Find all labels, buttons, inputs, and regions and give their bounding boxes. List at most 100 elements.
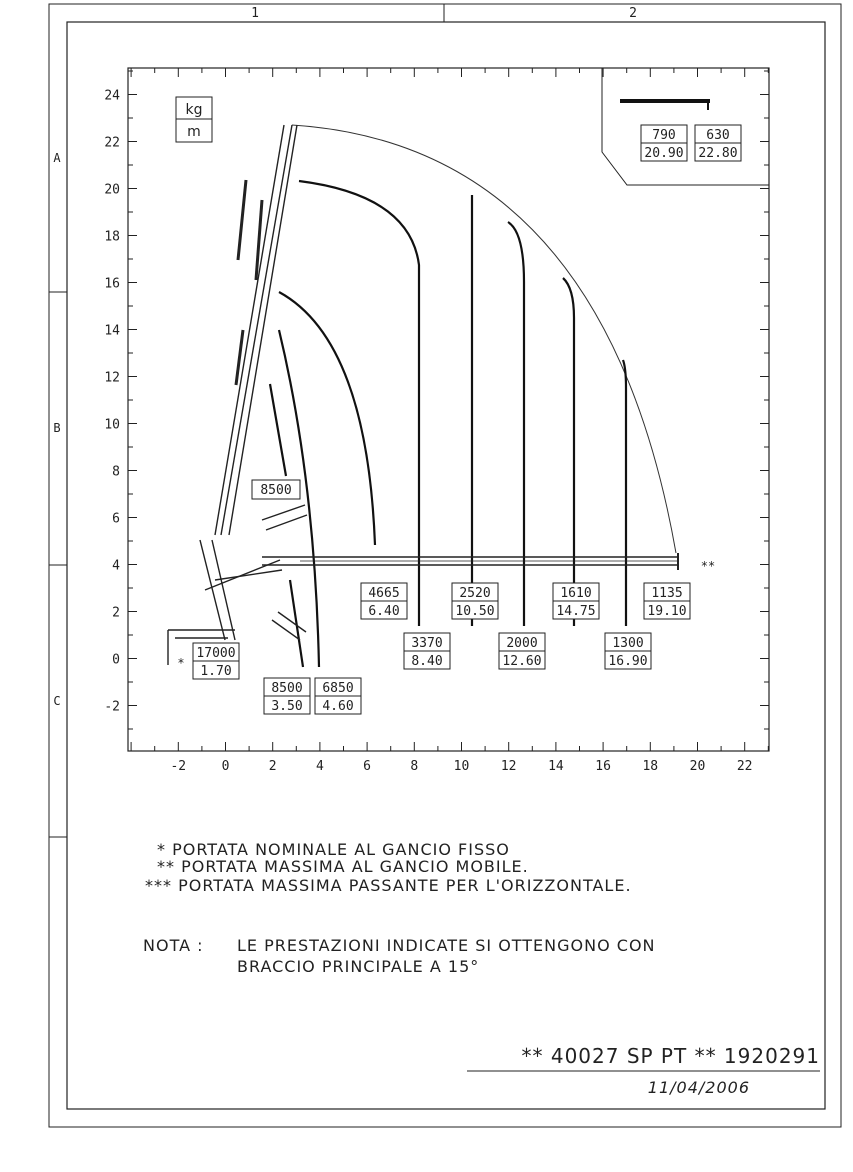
y-tick-label: 16 <box>104 277 120 292</box>
units-box: kg m <box>175 96 213 143</box>
load-labels: 17000 1.70 8500 3.50 6850 4.60 4665 6.40 3370 8.4… <box>192 124 742 715</box>
load-curve <box>268 383 288 477</box>
label-load: 1610 <box>560 586 591 601</box>
x-tick-label: 14 <box>548 759 564 774</box>
y-tick-label: 0 <box>112 653 120 668</box>
x-tick-label: 10 <box>454 759 470 774</box>
y-tick-label: 12 <box>104 371 120 386</box>
label-reach: 20.90 <box>644 146 683 161</box>
y-tick-label: -2 <box>104 700 120 715</box>
crane-member <box>220 124 293 536</box>
crane-member <box>214 569 283 581</box>
y-tick-label: 24 <box>104 89 120 104</box>
crane-member <box>234 329 245 386</box>
plot-area <box>127 67 770 752</box>
column-label-2: 2 <box>629 6 637 21</box>
label-reach: 3.50 <box>271 699 302 714</box>
x-tick-label: 18 <box>642 759 658 774</box>
crane-member <box>277 611 307 633</box>
mobile-hook-marker: ** <box>701 559 715 573</box>
label-load: 2520 <box>459 586 490 601</box>
label-reach: 19.10 <box>647 604 686 619</box>
load-curve <box>277 329 321 668</box>
label-reach: 8.40 <box>411 654 442 669</box>
label-load: 3370 <box>411 636 442 651</box>
y-tick-label: 14 <box>104 324 120 339</box>
drawing-date: 11/04/2006 <box>648 1078 750 1097</box>
legend-line-3: *** PORTATA MASSIMA PASSANTE PER L'ORIZZ… <box>145 876 632 895</box>
x-tick-label: 2 <box>269 759 277 774</box>
label-reach: 1.70 <box>200 664 231 679</box>
label-reach: 10.50 <box>455 604 494 619</box>
horizontal-boom <box>262 553 679 570</box>
units-m: m <box>187 124 201 140</box>
drawing-code: ** 40027 SP PT ** 1920291 <box>521 1044 820 1068</box>
load-curve <box>278 291 377 546</box>
boom-tip-load: 8500 <box>260 483 291 498</box>
units-kg: kg <box>186 102 203 118</box>
label-load: 1300 <box>612 636 643 651</box>
crane-member <box>236 179 248 261</box>
inset-label-box: 630 22.80 <box>694 124 742 162</box>
load-label-box: 1300 16.90 <box>604 632 652 670</box>
legend-line-1: * PORTATA NOMINALE AL GANCIO FISSO <box>157 840 510 859</box>
label-reach: 4.60 <box>322 699 353 714</box>
label-reach: 22.80 <box>698 146 737 161</box>
column-label-1: 1 <box>251 6 259 21</box>
label-load: 1135 <box>651 586 682 601</box>
load-label-box: 1135 19.10 <box>643 582 691 620</box>
y-tick-label: 20 <box>104 183 120 198</box>
crane-member <box>211 539 236 641</box>
x-tick-label: 16 <box>595 759 611 774</box>
label-load: 6850 <box>322 681 353 696</box>
x-axis-tick-labels: -2 0 2 4 6 8 10 12 14 16 18 20 22 <box>170 759 752 774</box>
label-reach: 16.90 <box>608 654 647 669</box>
label-reach: 6.40 <box>368 604 399 619</box>
x-tick-label: 20 <box>690 759 706 774</box>
note-line-1: LE PRESTAZIONI INDICATE SI OTTENGONO CON <box>237 936 656 955</box>
label-reach: 14.75 <box>556 604 595 619</box>
note-line-2: BRACCIO PRINCIPALE A 15° <box>237 957 479 976</box>
fixed-hook-marker: * <box>177 656 184 670</box>
y-tick-label: 22 <box>104 136 120 151</box>
axis-ticks <box>128 68 769 751</box>
load-curve <box>621 359 628 626</box>
label-reach: 12.60 <box>502 654 541 669</box>
label-load: 630 <box>706 128 729 143</box>
load-label-box: 2000 12.60 <box>498 632 546 670</box>
y-tick-label: 18 <box>104 230 120 245</box>
crane-member <box>228 124 298 536</box>
row-label-b: B <box>53 421 60 435</box>
load-curve <box>507 221 526 626</box>
crane-member <box>254 199 264 281</box>
load-label-box: 3370 8.40 <box>403 632 451 670</box>
load-curves <box>268 124 677 668</box>
y-tick-label: 2 <box>112 606 120 621</box>
x-tick-label: 6 <box>363 759 371 774</box>
x-tick-label: 22 <box>737 759 753 774</box>
x-tick-label: -2 <box>170 759 186 774</box>
y-tick-label: 6 <box>112 512 120 527</box>
note-label: NOTA : <box>143 936 204 955</box>
inset-label-box: 790 20.90 <box>640 124 688 162</box>
x-tick-label: 0 <box>222 759 230 774</box>
crane-member <box>271 619 301 641</box>
y-tick-label: 4 <box>112 559 120 574</box>
label-load: 790 <box>652 128 675 143</box>
x-tick-label: 12 <box>501 759 517 774</box>
x-tick-label: 8 <box>410 759 418 774</box>
crane-member <box>265 514 308 531</box>
crane-member <box>261 504 306 521</box>
x-tick-label: 4 <box>316 759 324 774</box>
row-label-a: A <box>53 151 61 165</box>
row-label-c: C <box>53 694 60 708</box>
crane-member <box>199 539 226 641</box>
load-label-box: 8500 3.50 <box>263 677 311 715</box>
crane-member <box>214 124 285 536</box>
load-curve <box>562 277 576 626</box>
y-tick-label: 8 <box>112 465 120 480</box>
load-label-box: 6850 4.60 <box>314 677 362 715</box>
legend-line-2: ** PORTATA MASSIMA AL GANCIO MOBILE. <box>157 857 529 876</box>
